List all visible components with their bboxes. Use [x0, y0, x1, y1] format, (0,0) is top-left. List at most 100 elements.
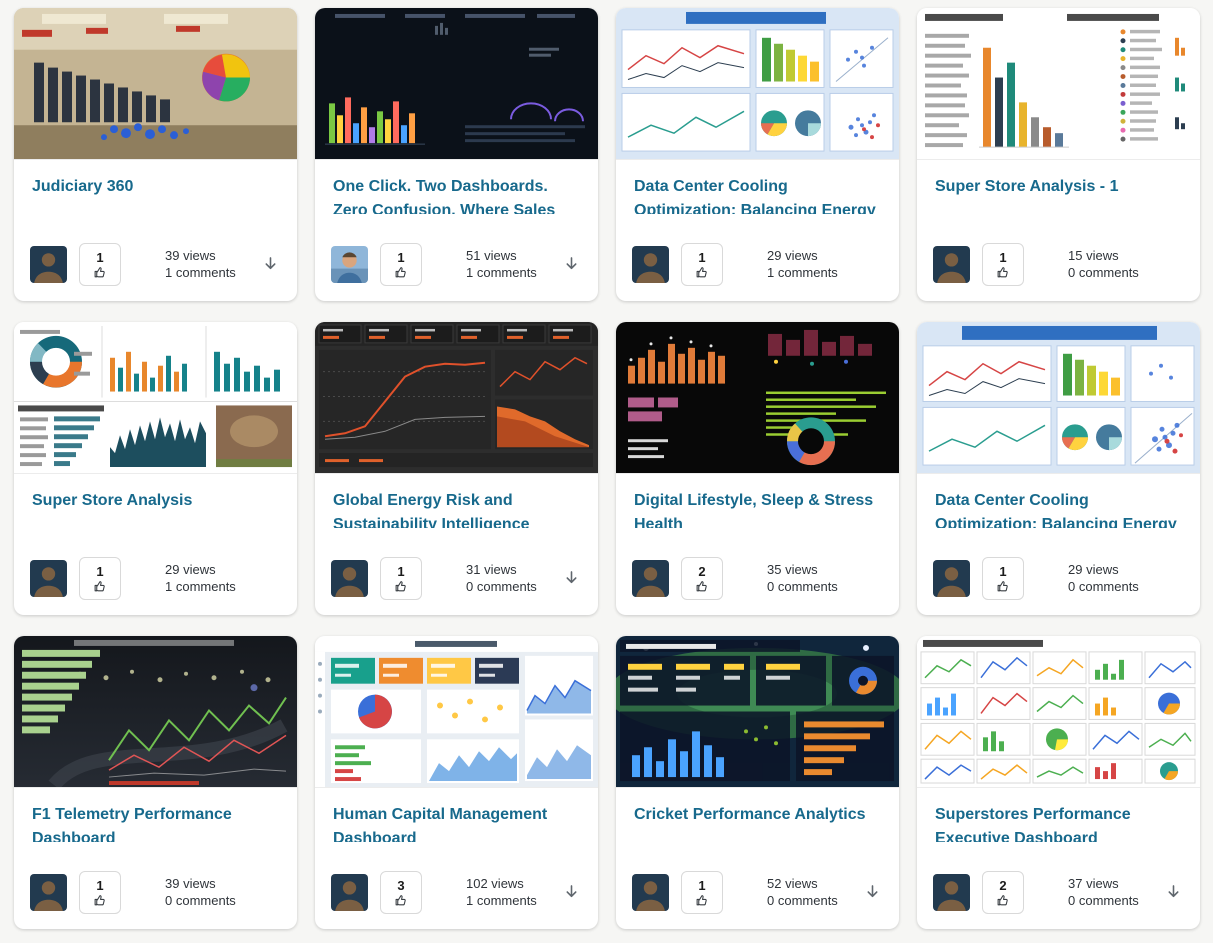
avatar[interactable] — [30, 246, 67, 283]
download-button[interactable] — [560, 254, 582, 276]
like-button[interactable]: 1 — [681, 243, 723, 286]
dashboard-title[interactable]: Super Store Analysis — [32, 492, 193, 509]
person-avatar — [30, 246, 67, 283]
avatar[interactable] — [632, 874, 669, 911]
person-avatar — [632, 246, 669, 283]
dashboard-title[interactable]: Data Center Cooling Optimization: Balanc… — [634, 178, 876, 214]
comments-count: 0 comments — [165, 892, 236, 908]
avatar[interactable] — [331, 560, 368, 597]
dashboard-thumbnail[interactable] — [315, 8, 598, 160]
avatar[interactable] — [933, 560, 970, 597]
dashboard-card: Judiciary 360 1 39 views 1 comments — [14, 8, 297, 301]
thumbs-up-icon — [93, 894, 107, 907]
dashboard-title[interactable]: Data Center Cooling Optimization: Balanc… — [935, 492, 1177, 528]
avatar[interactable] — [331, 246, 368, 283]
avatar[interactable] — [632, 560, 669, 597]
thumbs-up-icon — [394, 894, 408, 907]
avatar[interactable] — [331, 874, 368, 911]
like-button[interactable]: 1 — [79, 871, 121, 914]
like-button[interactable]: 2 — [982, 871, 1024, 914]
card-footer: 1 39 views 1 comments — [14, 243, 297, 301]
like-button[interactable]: 1 — [79, 243, 121, 286]
view-comment-stats: 52 views 0 comments — [767, 876, 861, 910]
comments-count: 1 comments — [165, 578, 236, 594]
download-button[interactable] — [861, 882, 883, 904]
avatar[interactable] — [30, 874, 67, 911]
download-arrow-icon — [866, 885, 878, 898]
view-comment-stats: 102 views 1 comments — [466, 876, 560, 910]
dashboard-thumbnail[interactable] — [917, 322, 1200, 474]
dashboard-title[interactable]: Super Store Analysis - 1 — [935, 178, 1119, 195]
dashboard-card: One Click. Two Dashboards. Zero Confusio… — [315, 8, 598, 301]
download-button[interactable] — [1162, 882, 1184, 904]
dashboard-thumbnail[interactable] — [14, 636, 297, 788]
dashboard-title[interactable]: Global Energy Risk and Sustainability In… — [333, 492, 530, 528]
like-button[interactable]: 2 — [681, 557, 723, 600]
thumbnail-image — [917, 322, 1200, 473]
dashboard-card: Data Center Cooling Optimization: Balanc… — [616, 8, 899, 301]
card-footer: 1 31 views 0 comments — [315, 557, 598, 615]
dashboard-title[interactable]: Cricket Performance Analytics — [634, 806, 866, 823]
comments-count: 1 comments — [165, 264, 236, 280]
download-button[interactable] — [259, 254, 281, 276]
view-comment-stats: 37 views 0 comments — [1068, 876, 1162, 910]
thumbnail-image — [616, 636, 899, 787]
dashboard-title[interactable]: Human Capital Management Dashboard — [333, 806, 548, 842]
views-count: 15 views — [1068, 247, 1119, 263]
dashboard-title[interactable]: F1 Telemetry Performance Dashboard — [32, 806, 232, 842]
dashboard-thumbnail[interactable] — [616, 636, 899, 788]
view-comment-stats: 35 views 0 comments — [767, 562, 861, 596]
comments-count: 1 comments — [466, 264, 537, 280]
view-comment-stats: 29 views 0 comments — [1068, 562, 1162, 596]
download-arrow-icon — [565, 257, 577, 270]
thumbnail-image — [917, 636, 1200, 787]
dashboard-card: Digital Lifestyle, Sleep & Stress Health… — [616, 322, 899, 615]
avatar[interactable] — [632, 246, 669, 283]
view-comment-stats: 31 views 0 comments — [466, 562, 560, 596]
views-count: 102 views — [466, 875, 524, 891]
comments-count: 1 comments — [466, 892, 537, 908]
dashboard-title[interactable]: Judiciary 360 — [32, 178, 134, 195]
thumbnail-image — [14, 636, 297, 787]
like-button[interactable]: 3 — [380, 871, 422, 914]
dashboard-thumbnail[interactable] — [14, 322, 297, 474]
card-footer: 1 51 views 1 comments — [315, 243, 598, 301]
dashboard-thumbnail[interactable] — [14, 8, 297, 160]
like-count: 1 — [96, 877, 104, 893]
dashboard-thumbnail[interactable] — [616, 8, 899, 160]
like-button[interactable]: 1 — [79, 557, 121, 600]
thumbs-up-icon — [394, 580, 408, 593]
dashboard-title[interactable]: One Click. Two Dashboards. Zero Confusio… — [333, 178, 556, 214]
view-comment-stats: 39 views 0 comments — [165, 876, 259, 910]
dashboard-thumbnail[interactable] — [917, 636, 1200, 788]
person-photo-avatar — [331, 246, 368, 283]
like-button[interactable]: 1 — [380, 243, 422, 286]
thumbs-up-icon — [996, 266, 1010, 279]
card-footer: 1 15 views 0 comments — [917, 243, 1200, 301]
like-button[interactable]: 1 — [982, 243, 1024, 286]
avatar[interactable] — [933, 874, 970, 911]
views-count: 29 views — [767, 247, 818, 263]
thumbnail-image — [616, 322, 899, 473]
card-footer: 1 39 views 0 comments — [14, 871, 297, 929]
dashboard-thumbnail[interactable] — [315, 636, 598, 788]
card-footer: 2 37 views 0 comments — [917, 871, 1200, 929]
comments-count: 0 comments — [1068, 578, 1139, 594]
like-button[interactable]: 1 — [380, 557, 422, 600]
person-avatar — [632, 560, 669, 597]
like-button[interactable]: 1 — [681, 871, 723, 914]
avatar[interactable] — [933, 246, 970, 283]
like-count: 1 — [999, 249, 1007, 265]
dashboard-title[interactable]: Superstores Performance Executive Dashbo… — [935, 806, 1131, 842]
download-button[interactable] — [560, 882, 582, 904]
like-button[interactable]: 1 — [982, 557, 1024, 600]
card-footer: 1 29 views 1 comments — [14, 557, 297, 615]
dashboard-thumbnail[interactable] — [616, 322, 899, 474]
dashboard-thumbnail[interactable] — [315, 322, 598, 474]
download-button[interactable] — [560, 568, 582, 590]
avatar[interactable] — [30, 560, 67, 597]
like-count: 1 — [397, 563, 405, 579]
views-count: 29 views — [165, 561, 216, 577]
dashboard-thumbnail[interactable] — [917, 8, 1200, 160]
dashboard-title[interactable]: Digital Lifestyle, Sleep & Stress Health — [634, 492, 874, 528]
